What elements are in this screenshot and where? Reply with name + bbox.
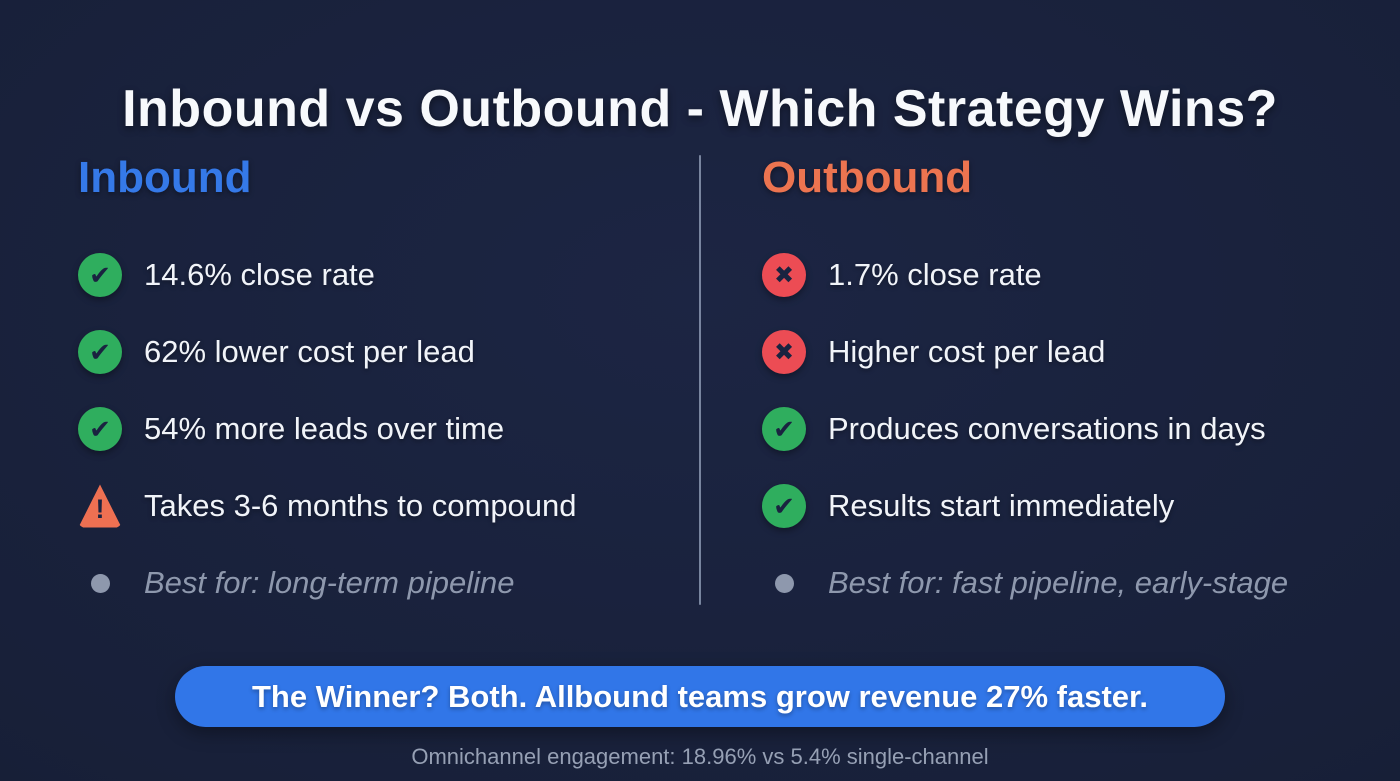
list-item-label: 14.6% close rate [144, 257, 375, 292]
winner-banner: The Winner? Both. Allbound teams grow re… [175, 666, 1225, 727]
list-item-label: 1.7% close rate [828, 257, 1042, 292]
bullet-dot-icon [762, 561, 806, 605]
list-item-label: Produces conversations in days [828, 411, 1266, 446]
list-item: 14.6% close rate [78, 253, 700, 297]
check-circle-icon [78, 330, 122, 374]
comparison-columns: Inbound 14.6% close rate 62% lower cost … [0, 150, 1400, 638]
list-item-label: 62% lower cost per lead [144, 334, 475, 369]
list-item-label: Best for: long-term pipeline [144, 565, 515, 600]
x-circle-icon [762, 330, 806, 374]
list-item: 1.7% close rate [762, 253, 1400, 297]
outbound-heading: Outbound [762, 153, 973, 202]
list-item-label: Higher cost per lead [828, 334, 1106, 369]
list-item-label: Takes 3-6 months to compound [144, 488, 577, 523]
list-item-label: 54% more leads over time [144, 411, 505, 446]
inbound-heading: Inbound [78, 153, 252, 202]
inbound-list: 14.6% close rate 62% lower cost per lead… [78, 253, 700, 605]
check-circle-icon [78, 253, 122, 297]
list-item: Best for: fast pipeline, early-stage [762, 561, 1400, 605]
warning-triangle-icon [78, 484, 122, 528]
check-circle-icon [762, 484, 806, 528]
list-item: Higher cost per lead [762, 330, 1400, 374]
list-item: Produces conversations in days [762, 407, 1400, 451]
check-circle-icon [762, 407, 806, 451]
list-item: Results start immediately [762, 484, 1400, 528]
outbound-list: 1.7% close rate Higher cost per lead Pro… [762, 253, 1400, 605]
list-item: 54% more leads over time [78, 407, 700, 451]
list-item: Takes 3-6 months to compound [78, 484, 700, 528]
inbound-column: Inbound 14.6% close rate 62% lower cost … [0, 150, 700, 638]
list-item: Best for: long-term pipeline [78, 561, 700, 605]
winner-banner-text: The Winner? Both. Allbound teams grow re… [251, 678, 1148, 714]
check-circle-icon [78, 407, 122, 451]
column-divider [699, 155, 701, 605]
list-item-label: Results start immediately [828, 488, 1175, 523]
bullet-dot-icon [78, 561, 122, 605]
outbound-column: Outbound 1.7% close rate Higher cost per… [700, 150, 1400, 638]
list-item-label: Best for: fast pipeline, early-stage [828, 565, 1289, 600]
footer-note: Omnichannel engagement: 18.96% vs 5.4% s… [411, 744, 989, 769]
page-title: Inbound vs Outbound - Which Strategy Win… [122, 79, 1278, 138]
list-item: 62% lower cost per lead [78, 330, 700, 374]
x-circle-icon [762, 253, 806, 297]
